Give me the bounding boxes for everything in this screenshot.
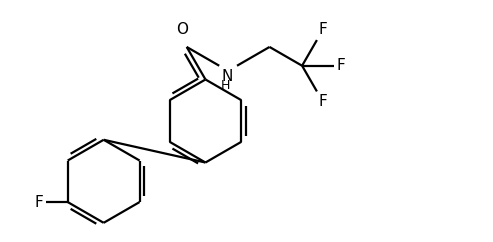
Text: F: F [319, 22, 328, 37]
Text: O: O [176, 22, 188, 37]
Text: H: H [221, 79, 231, 91]
Text: N: N [221, 69, 233, 84]
Text: F: F [34, 195, 43, 210]
Text: F: F [319, 94, 328, 109]
Text: F: F [337, 58, 346, 73]
